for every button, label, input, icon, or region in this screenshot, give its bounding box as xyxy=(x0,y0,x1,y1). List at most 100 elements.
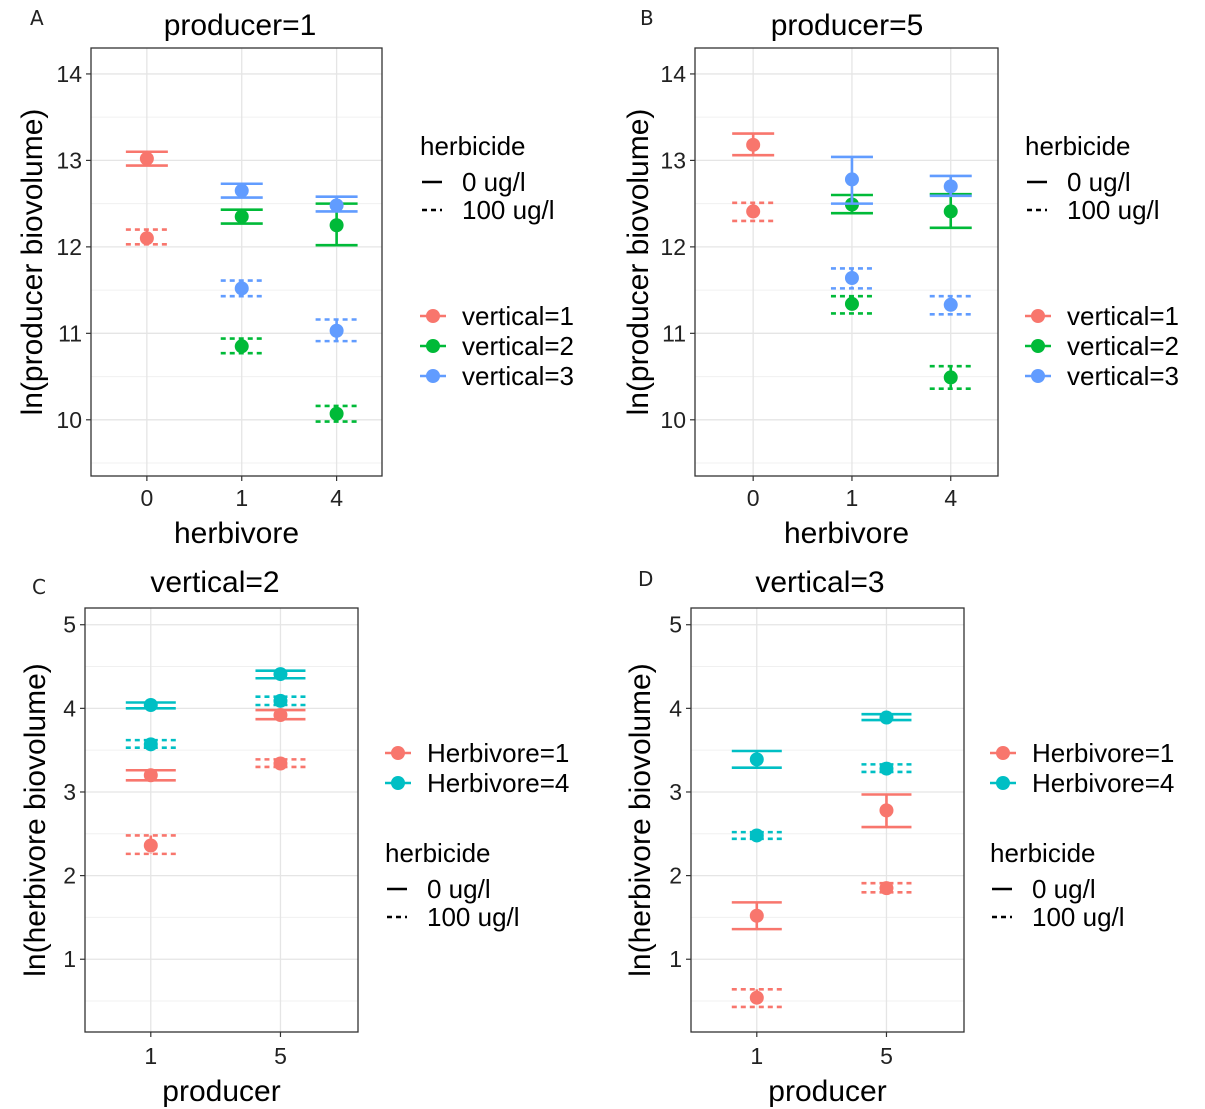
legend-title-herbicide: herbicide xyxy=(420,131,526,161)
y-axis-title: ln(herbivore biovolume) xyxy=(624,663,657,976)
data-point xyxy=(749,908,764,923)
y-tick-label: 11 xyxy=(662,320,686,346)
data-point xyxy=(749,990,764,1005)
x-axis-title: producer xyxy=(768,1075,886,1108)
y-tick-label: 4 xyxy=(669,695,682,721)
legend-key-point xyxy=(1031,339,1045,353)
data-point xyxy=(234,281,249,296)
legend-key-point xyxy=(1031,369,1045,383)
panel-letter-b: B xyxy=(640,6,654,30)
data-point xyxy=(844,296,859,311)
data-point xyxy=(844,172,859,187)
data-point xyxy=(329,218,344,233)
legend-label-herbicide: 0 ug/l xyxy=(462,167,526,197)
legend-label-group: Herbivore=4 xyxy=(427,768,569,798)
y-tick-label: 3 xyxy=(63,779,76,805)
legend-title-herbicide: herbicide xyxy=(990,838,1096,868)
plot-title: vertical=3 xyxy=(755,566,884,599)
plot-border xyxy=(694,47,999,477)
y-tick-label: 11 xyxy=(58,320,82,346)
data-point xyxy=(273,667,288,682)
y-tick-label: 12 xyxy=(660,234,686,260)
legend-key-point xyxy=(391,746,405,760)
plot-title: vertical=2 xyxy=(150,566,279,599)
plot-border xyxy=(690,607,965,1033)
data-point xyxy=(879,881,894,896)
legend-key-point xyxy=(391,776,405,790)
data-point xyxy=(234,183,249,198)
x-axis-title: herbivore xyxy=(784,517,909,550)
y-tick-label: 13 xyxy=(56,147,82,173)
data-point xyxy=(143,838,158,853)
legend-label-group: vertical=2 xyxy=(1067,331,1179,361)
data-point xyxy=(273,756,288,771)
data-point xyxy=(234,339,249,354)
y-axis-title: ln(herbivore biovolume) xyxy=(19,663,52,976)
y-tick-label: 1 xyxy=(63,946,76,972)
data-point xyxy=(143,768,158,783)
data-point xyxy=(844,270,859,285)
x-tick-label: 4 xyxy=(944,485,957,511)
data-point xyxy=(749,752,764,767)
legend-label-group: Herbivore=1 xyxy=(1032,738,1174,768)
data-point xyxy=(879,710,894,725)
plot-title: producer=5 xyxy=(771,9,924,42)
data-point xyxy=(234,209,249,224)
legend-key-point xyxy=(426,339,440,353)
data-point xyxy=(746,204,761,219)
legend-title-herbicide: herbicide xyxy=(385,838,491,868)
x-tick-label: 4 xyxy=(330,485,343,511)
legend-key-point xyxy=(996,746,1010,760)
y-tick-label: 14 xyxy=(660,61,686,87)
legend-title-herbicide: herbicide xyxy=(1025,131,1131,161)
legend-key-point xyxy=(1031,309,1045,323)
legend-label-group: vertical=3 xyxy=(1067,361,1179,391)
plot-background xyxy=(91,48,382,476)
x-axis-title: producer xyxy=(162,1075,280,1108)
legend-label-group: Herbivore=1 xyxy=(427,738,569,768)
data-point xyxy=(879,761,894,776)
y-tick-label: 1 xyxy=(669,946,682,972)
legend-label-herbicide: 100 ug/l xyxy=(427,902,520,932)
plot-background xyxy=(85,608,358,1032)
y-tick-label: 10 xyxy=(660,407,686,433)
y-tick-label: 2 xyxy=(669,863,682,889)
legend-label-herbicide: 0 ug/l xyxy=(427,874,491,904)
y-tick-label: 10 xyxy=(56,407,82,433)
data-point xyxy=(943,370,958,385)
y-tick-label: 4 xyxy=(63,695,76,721)
y-tick-label: 14 xyxy=(56,61,82,87)
data-point xyxy=(746,137,761,152)
plot-background xyxy=(695,48,998,476)
plot-border xyxy=(84,607,359,1033)
legend-label-group: vertical=1 xyxy=(462,301,574,331)
legend-label-herbicide: 100 ug/l xyxy=(462,195,555,225)
data-point xyxy=(143,698,158,713)
legend-label-herbicide: 0 ug/l xyxy=(1032,874,1096,904)
x-tick-label: 1 xyxy=(846,485,859,511)
plot-title: producer=1 xyxy=(164,9,317,42)
plot-panel-c: 1 2 3 4 5 1 5 vertical=2 producer ln(herbivore bi… xyxy=(19,566,569,1108)
plot-border xyxy=(90,47,383,477)
data-point xyxy=(943,204,958,219)
y-tick-label: 12 xyxy=(56,234,82,260)
plot-panel-d: 1 2 3 4 5 1 5 vertical=3 producer ln(herbivore bi… xyxy=(624,566,1174,1108)
panel-letter-c: C xyxy=(32,575,46,599)
legend-label-herbicide: 0 ug/l xyxy=(1067,167,1131,197)
x-axis-title: herbivore xyxy=(174,517,299,550)
x-tick-label: 1 xyxy=(144,1043,157,1069)
legend-label-group: vertical=1 xyxy=(1067,301,1179,331)
data-point xyxy=(273,693,288,708)
y-axis-title: ln(producer biovolume) xyxy=(622,109,655,416)
data-point xyxy=(329,198,344,213)
x-tick-label: 0 xyxy=(747,485,760,511)
data-point xyxy=(273,708,288,723)
y-tick-label: 3 xyxy=(669,779,682,805)
data-point xyxy=(139,231,154,246)
legend-label-group: vertical=2 xyxy=(462,331,574,361)
legend-label-group: vertical=3 xyxy=(462,361,574,391)
y-tick-label: 13 xyxy=(660,147,686,173)
